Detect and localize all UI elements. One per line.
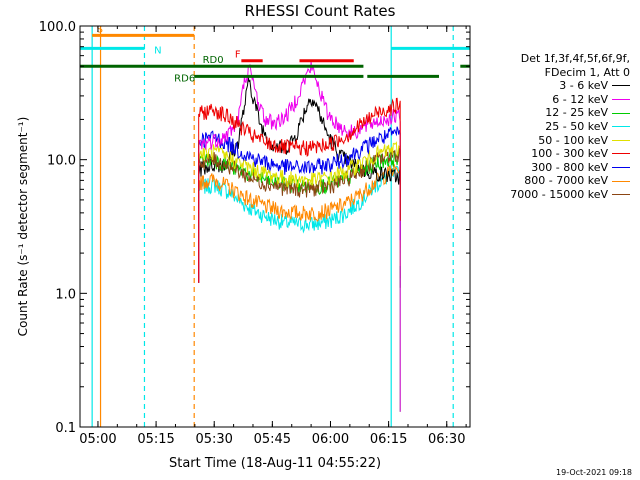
legend-item-label: 12 - 25 keV [545, 106, 608, 120]
legend-item: 3 - 6 keV [478, 79, 630, 93]
legend-item-label: 3 - 6 keV [559, 79, 608, 93]
x-tick-label: 06:30 [428, 432, 465, 447]
x-tick-label: 05:00 [79, 432, 116, 447]
legend-item-label: 7000 - 15000 keV [510, 187, 608, 201]
legend-item-label: 800 - 7000 keV [524, 174, 608, 188]
vertical-markers [91, 26, 454, 427]
legend-item: 50 - 100 keV [478, 134, 630, 148]
x-tick-label: 05:15 [137, 432, 174, 447]
series-line [198, 141, 401, 283]
legend-item-label: 300 - 800 keV [531, 160, 608, 174]
legend-item: 12 - 25 keV [478, 106, 630, 120]
series-line [198, 77, 401, 288]
y-tick-label: 10.0 [47, 154, 76, 169]
legend-item: 300 - 800 keV [478, 161, 630, 175]
legend-header-line: FDecim 1, Att 0 [544, 65, 630, 79]
series-line [198, 161, 401, 283]
legend-item: 100 - 300 keV [478, 147, 630, 161]
y-tick-label: 100.0 [39, 20, 76, 35]
legend-item-label: 25 - 50 keV [545, 119, 608, 133]
legend-header-line: Det 1f,3f,4f,5f,6f,9f, [520, 52, 630, 65]
series-line [198, 97, 401, 283]
y-tick-label: 0.1 [55, 421, 76, 436]
generated-timestamp: 19-Oct-2021 09:18 [556, 468, 632, 477]
x-tick-label: 06:00 [312, 432, 349, 447]
annotation-label: RD6 [174, 73, 195, 84]
legend-swatch [612, 85, 630, 87]
x-tick-label: 05:30 [195, 432, 232, 447]
legend-item-label: 6 - 12 keV [552, 92, 608, 106]
x-tick-label: 05:45 [254, 432, 291, 447]
annotation-label: N [154, 45, 161, 56]
x-tick-label: 06:15 [370, 432, 407, 447]
legend-swatch [612, 153, 630, 155]
legend-item: 25 - 50 keV [478, 120, 630, 134]
annotation-label: RD0 [203, 55, 224, 66]
legend-swatch [612, 126, 630, 128]
legend-item: 7000 - 15000 keV [478, 188, 630, 202]
legend-item-label: 100 - 300 keV [531, 147, 608, 161]
legend-swatch [612, 194, 630, 196]
legend-item-label: 50 - 100 keV [538, 133, 608, 147]
axes: 05:00 05:15 05:30 05:45 06:00 06:15 06:30 0.1 1.… [16, 20, 470, 471]
legend-item: 6 - 12 keV [478, 93, 630, 107]
legend-swatch [612, 99, 630, 101]
plot-frame [79, 25, 471, 428]
y-tick-label: 1.0 [55, 287, 76, 302]
legend-item: 800 - 7000 keV [478, 174, 630, 188]
y-axis-label: Count Rate (s⁻¹ detector segment⁻¹) [16, 117, 30, 337]
series-line [198, 60, 401, 412]
legend-swatch [612, 167, 630, 169]
legend-swatch [612, 180, 630, 182]
x-axis-label: Start Time (18-Aug-11 04:55:22) [169, 456, 381, 471]
annotation-label: F [235, 50, 241, 61]
legend-swatch [612, 112, 630, 114]
series-group [198, 60, 401, 412]
legend-swatch [612, 139, 630, 141]
legend-items: 3 - 6 keV 6 - 12 keV 12 - 25 keV 25 - 50 ke… [478, 79, 630, 201]
annotation-bars: S N F RD0 RD6 [80, 24, 470, 84]
annotation-label: S [97, 24, 103, 35]
series-line [198, 126, 401, 283]
chart-title: RHESSI Count Rates [244, 2, 396, 20]
legend: Det 1f,3f,4f,5f,6f,9f, FDecim 1, Att 0 3… [478, 52, 630, 202]
